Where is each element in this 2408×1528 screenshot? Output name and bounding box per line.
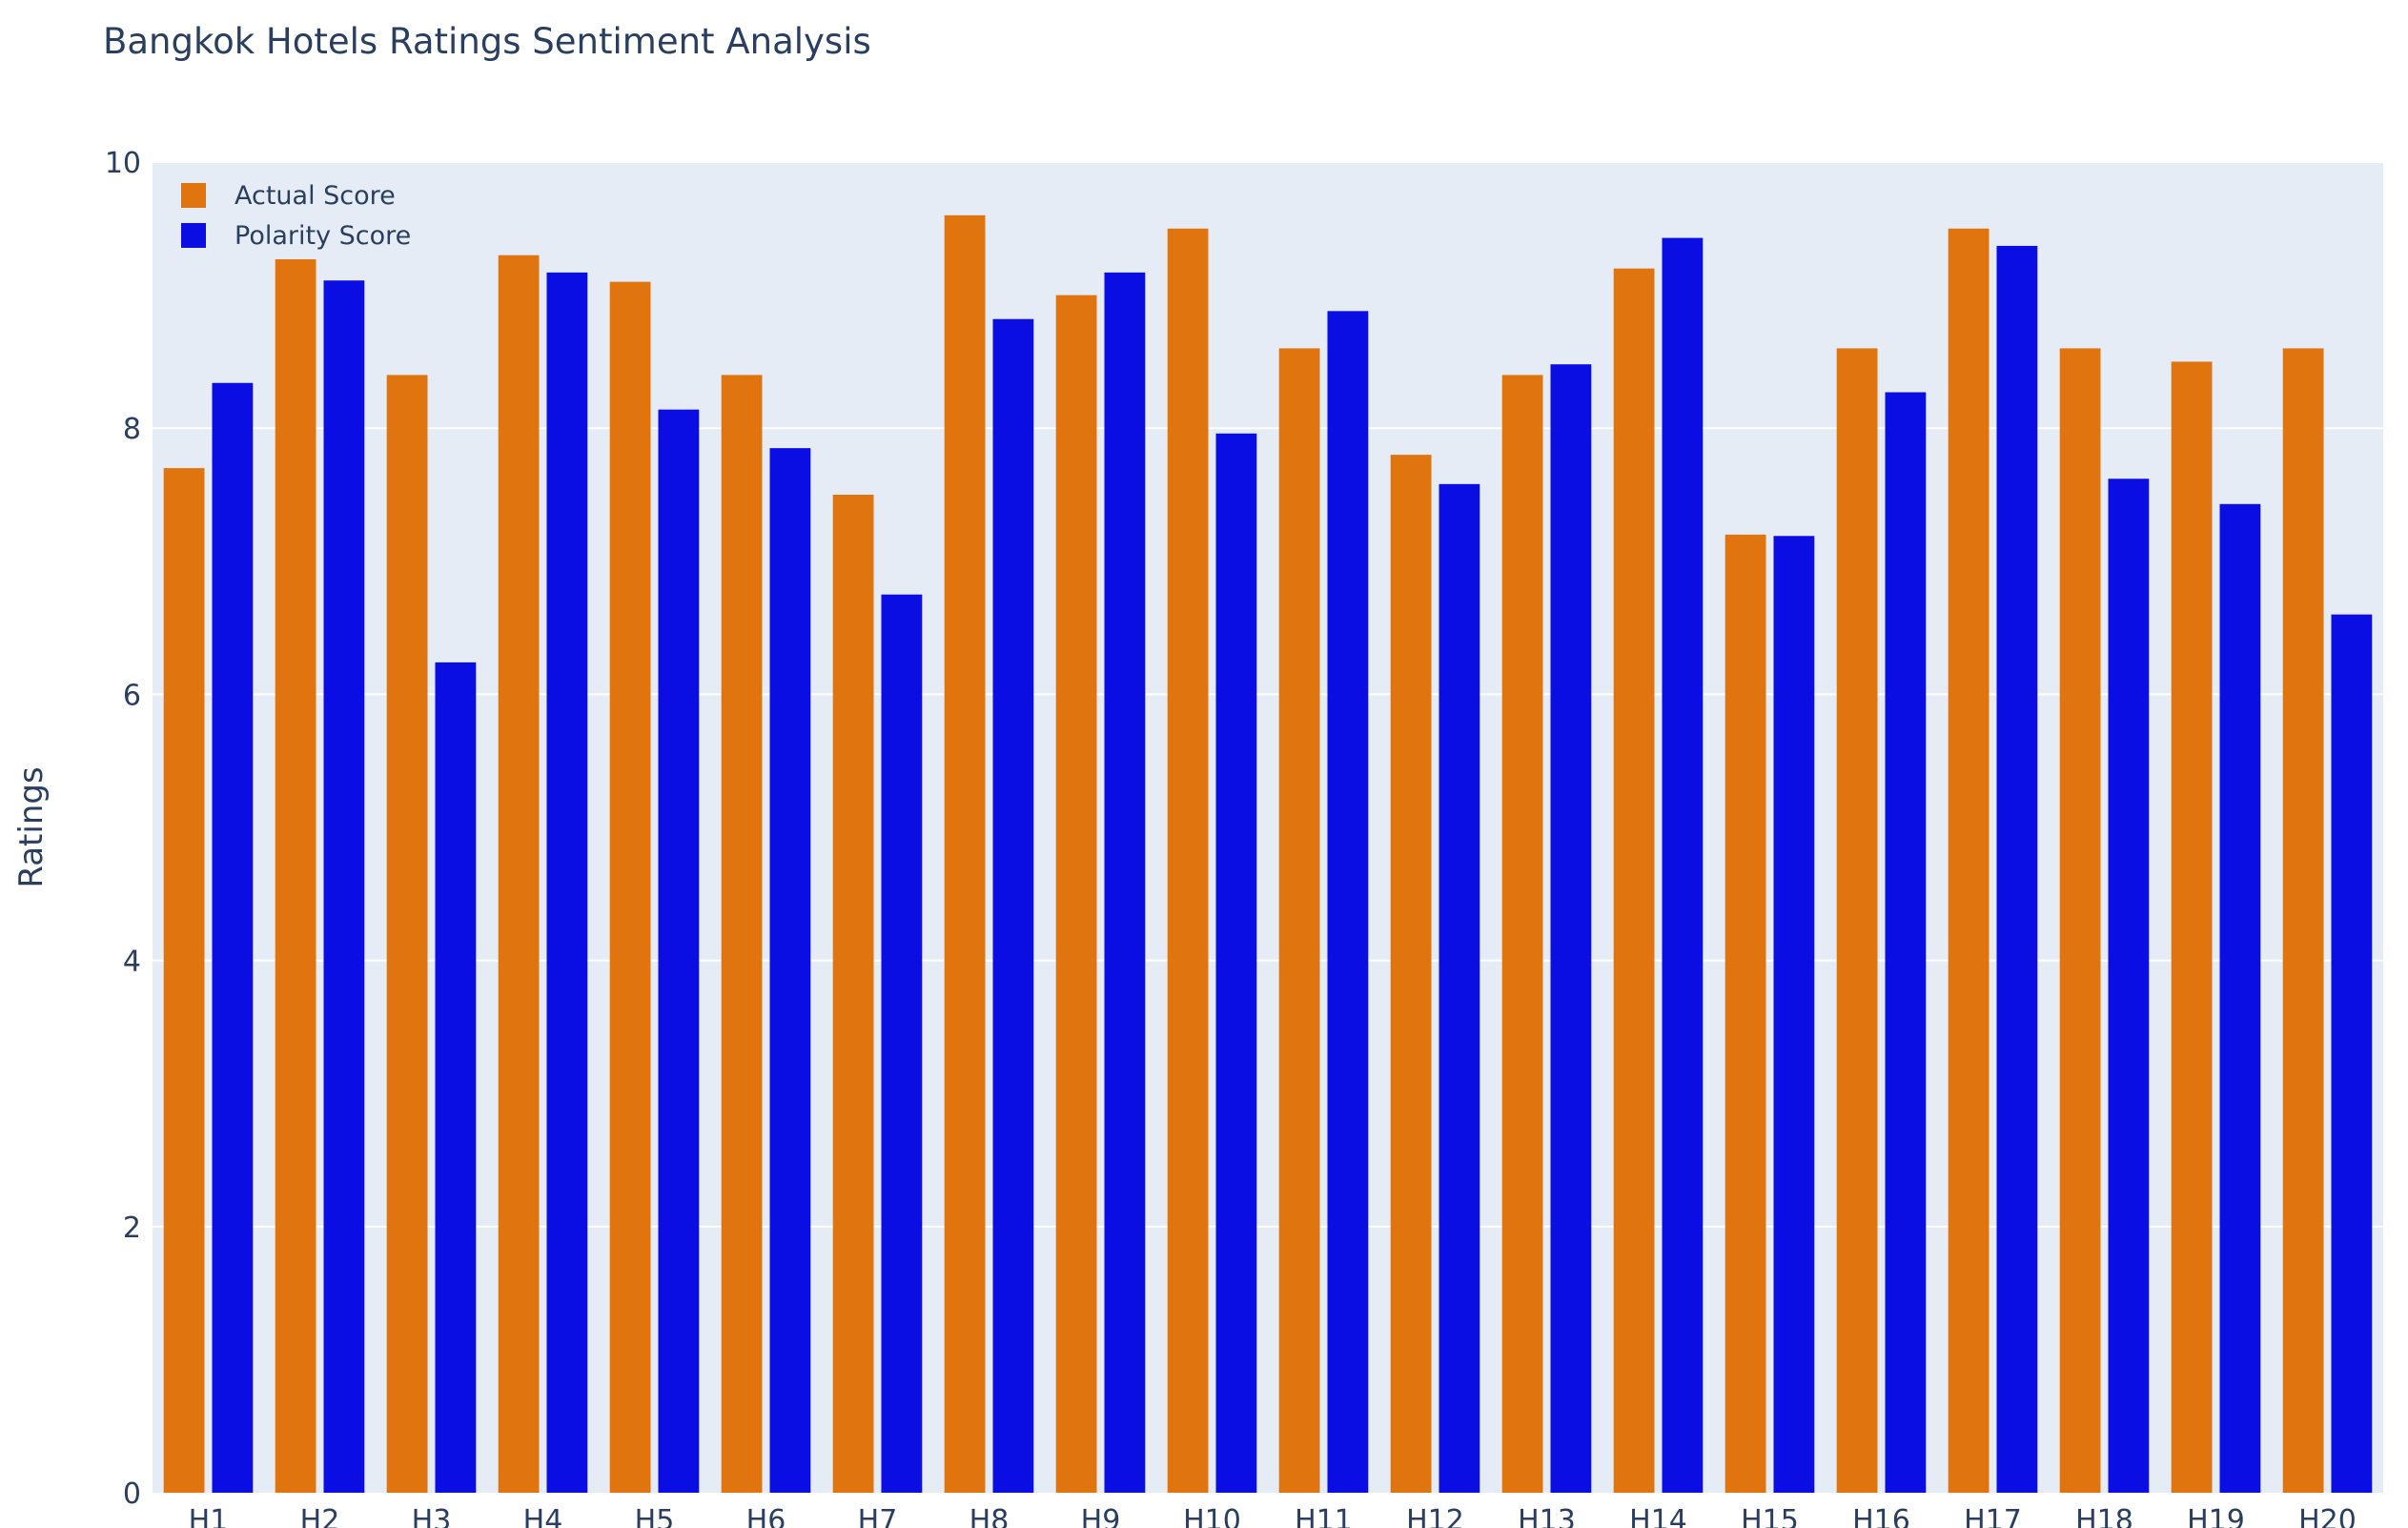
- bar-actual-score-h14[interactable]: [1613, 268, 1655, 1494]
- x-tick-label: H13: [1518, 1504, 1576, 1528]
- y-tick-label: 4: [123, 946, 141, 979]
- y-axis-label: Ratings: [12, 766, 51, 887]
- bar-polarity-score-h20[interactable]: [2331, 614, 2373, 1493]
- x-tick-label: H11: [1295, 1504, 1353, 1528]
- bar-actual-score-h12[interactable]: [1390, 455, 1432, 1493]
- bar-actual-score-h6[interactable]: [721, 375, 763, 1493]
- x-tick-label: H3: [412, 1504, 452, 1528]
- bar-polarity-score-h5[interactable]: [658, 409, 700, 1493]
- bar-polarity-score-h9[interactable]: [1104, 272, 1146, 1493]
- y-tick-label: 6: [123, 679, 141, 712]
- x-tick-label: H6: [746, 1504, 786, 1528]
- x-axis-ticks: H1 H2 H3 H4 H5 H6 H7 H8 H9 H10 H11 H12 H13 H14 H15 H16 H…: [189, 1504, 2357, 1528]
- bar-polarity-score-h7[interactable]: [881, 594, 923, 1493]
- x-tick-label: H16: [1852, 1504, 1910, 1528]
- y-tick-label: 8: [123, 413, 141, 446]
- legend-swatch: [181, 223, 206, 248]
- x-tick-label: H9: [1081, 1504, 1121, 1528]
- bar-polarity-score-h3[interactable]: [435, 662, 477, 1493]
- plot-area: [153, 162, 2383, 1493]
- bar-actual-score-h15[interactable]: [1724, 534, 1766, 1493]
- x-tick-label: H8: [969, 1504, 1010, 1528]
- bar-polarity-score-h17[interactable]: [1996, 245, 2038, 1493]
- bar-polarity-score-h10[interactable]: [1215, 433, 1257, 1494]
- bar-polarity-score-h16[interactable]: [1885, 392, 1927, 1493]
- x-tick-label: H5: [635, 1504, 675, 1528]
- bar-actual-score-h11[interactable]: [1278, 348, 1320, 1494]
- bar-polarity-score-h15[interactable]: [1773, 536, 1815, 1493]
- bar-actual-score-h2[interactable]: [275, 241, 316, 1493]
- bar-polarity-score-h1[interactable]: [212, 382, 254, 1494]
- bar-actual-score-h4[interactable]: [498, 255, 540, 1494]
- bar-polarity-score-h13[interactable]: [1550, 364, 1592, 1493]
- y-tick-label: 2: [123, 1212, 141, 1245]
- chart-title: Bangkok Hotels Ratings Sentiment Analysi…: [103, 21, 871, 62]
- x-tick-label: H17: [1964, 1504, 2022, 1528]
- x-tick-label: H1: [189, 1504, 229, 1528]
- bar-actual-score-h20[interactable]: [2282, 348, 2324, 1494]
- legend-background: [164, 168, 450, 259]
- x-tick-label: H15: [1741, 1504, 1799, 1528]
- bar-polarity-score-h18[interactable]: [2108, 479, 2150, 1493]
- x-tick-label: H14: [1629, 1504, 1687, 1528]
- bar-polarity-score-h14[interactable]: [1662, 237, 1704, 1493]
- bar-actual-score-h18[interactable]: [2059, 348, 2101, 1494]
- legend-item-actual-score[interactable]: Actual Score: [181, 181, 396, 211]
- bar-actual-score-h5[interactable]: [609, 281, 651, 1493]
- legend-swatch: [181, 183, 206, 208]
- bar-polarity-score-h8[interactable]: [992, 318, 1034, 1493]
- legend-label: Polarity Score: [235, 221, 411, 251]
- x-tick-label: H4: [523, 1504, 563, 1528]
- bar-actual-score-h19[interactable]: [2171, 361, 2213, 1493]
- bar-actual-score-h13[interactable]: [1501, 375, 1543, 1493]
- bar-actual-score-h10[interactable]: [1167, 228, 1209, 1493]
- bar-polarity-score-h2[interactable]: [323, 280, 365, 1493]
- bar-actual-score-h17[interactable]: [1948, 228, 1990, 1493]
- legend-item-polarity-score[interactable]: Polarity Score: [181, 221, 411, 251]
- legend[interactable]: Actual Score Polarity Score: [164, 168, 450, 259]
- bar-actual-score-h16[interactable]: [1836, 348, 1878, 1494]
- x-tick-label: H2: [300, 1504, 340, 1528]
- x-tick-label: H18: [2075, 1504, 2133, 1528]
- bar-actual-score-h8[interactable]: [944, 214, 986, 1494]
- x-tick-label: H12: [1406, 1504, 1464, 1528]
- bar-actual-score-h3[interactable]: [386, 375, 428, 1493]
- x-tick-label: H20: [2298, 1504, 2357, 1528]
- legend-label: Actual Score: [235, 181, 396, 211]
- y-tick-label: 0: [123, 1477, 141, 1511]
- x-tick-label: H10: [1183, 1504, 1241, 1528]
- bar-polarity-score-h12[interactable]: [1439, 483, 1480, 1493]
- bars: [163, 214, 2373, 1494]
- bar-actual-score-h7[interactable]: [832, 495, 874, 1493]
- bar-polarity-score-h19[interactable]: [2219, 503, 2261, 1493]
- bar-actual-score-h9[interactable]: [1055, 295, 1097, 1494]
- bar-polarity-score-h6[interactable]: [769, 448, 811, 1493]
- bar-actual-score-h1[interactable]: [163, 468, 205, 1494]
- bar-polarity-score-h11[interactable]: [1327, 311, 1369, 1493]
- y-axis-ticks: 0 2 4 6 8 10: [105, 147, 141, 1511]
- y-tick-label: 10: [105, 147, 141, 180]
- x-tick-label: H7: [858, 1504, 898, 1528]
- x-tick-label: H19: [2187, 1504, 2245, 1528]
- bar-polarity-score-h4[interactable]: [546, 272, 588, 1493]
